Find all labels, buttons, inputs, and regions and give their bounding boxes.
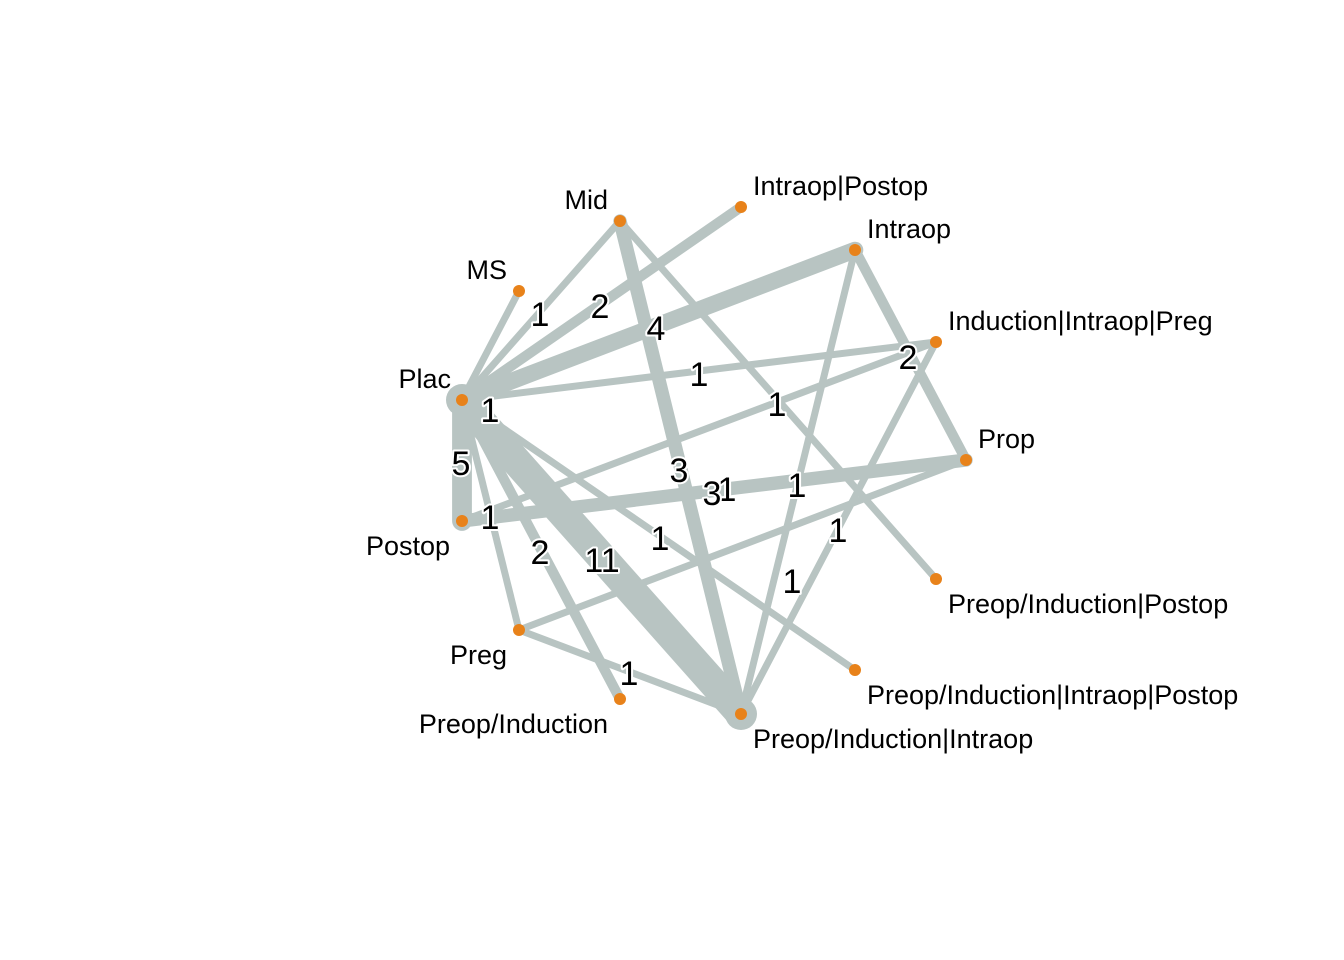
node-pre_ind_post [930, 573, 942, 585]
edge-count-halo-intraop-prop: 2 [899, 339, 918, 377]
edge-count-plac-pre_ind_intra: 11 [584, 542, 619, 580]
edge-count-plac-plac_self_hint: 1 [481, 392, 500, 430]
node-pre_ind_intra [735, 708, 747, 720]
node-label-prop: Prop [978, 424, 1035, 454]
node-prop [960, 454, 972, 466]
edge-plac-intraop_postop [456, 201, 747, 406]
edge-count-plac-ms: 1 [531, 296, 550, 334]
edge-count-postop-prop: 3 [703, 475, 722, 513]
edge-count-mid-pre_ind_intra: 3 [670, 452, 689, 490]
edge-count-halo-postop-prop: 3 [703, 475, 722, 513]
node-label-intraop: Intraop [867, 214, 951, 244]
edge-ind_intra_preg-pre_ind_intra [737, 338, 940, 718]
edge-count-halo-plac-pre_ind_intra: 11 [584, 542, 619, 580]
node-postop [456, 515, 468, 527]
node-label-pre_ind: Preop/Induction [419, 709, 608, 739]
edge-count-halo-ind_intra_preg-postop: 1 [718, 471, 737, 509]
node-label-pre_ind_intra: Preop/Induction|Intraop [753, 724, 1033, 754]
node-intraop [849, 244, 861, 256]
node-mid [614, 215, 626, 227]
edge-plac-mid [458, 217, 624, 404]
edge-count-halo-mid-pre_ind_intra: 3 [670, 452, 689, 490]
edge-count-plac-intraop: 4 [647, 310, 666, 348]
node-ind_intra_preg [930, 336, 942, 348]
edge-ind_intra_preg-postop [458, 338, 940, 525]
edge-layer [447, 201, 973, 729]
node-pre_ind_intra_post [849, 664, 861, 676]
edge-plac-ind_intra_preg [458, 338, 940, 404]
edge-count-halo-plac-ind_intra_preg: 1 [690, 356, 709, 394]
edge-preg-pre_ind_intra [515, 626, 745, 718]
edge-count-halo-intraop-pre_ind_intra: 1 [788, 467, 807, 505]
node-label-postop: Postop [366, 531, 450, 561]
edge-count-intraop-prop: 2 [899, 339, 918, 377]
node-label-preg: Preg [450, 640, 507, 670]
edge-count-intraop-pre_ind_intra: 1 [788, 467, 807, 505]
edge-postop-prop [455, 453, 973, 528]
edge-count-halo-preg-pre_ind_intra: 1 [620, 655, 639, 693]
node-label-mid: Mid [564, 185, 608, 215]
node-ms [513, 285, 525, 297]
edge-count-halo-plac-pre_ind_intra_post: 1 [651, 520, 670, 558]
edge-count-halo-plac-postop: 5 [452, 445, 471, 483]
edge-count-plac-preg: 1 [481, 499, 500, 537]
edge-count-halo-mid-pre_ind_post: 1 [768, 386, 787, 424]
edge-plac-pre_ind_intra [447, 385, 756, 729]
edge-count-halo-plac-intraop: 4 [647, 310, 666, 348]
edge-count-halo-ind_intra_preg-pre_ind_intra: 1 [829, 512, 848, 550]
edge-count-ind_intra_preg-postop: 1 [718, 471, 737, 509]
node-label-layer: Plac MS Mid Intraop|Postop Intraop Induction|… [366, 171, 1238, 754]
node-label-plac: Plac [398, 364, 451, 394]
edge-count-mid-pre_ind_post: 1 [768, 386, 787, 424]
edge-prop-preg [515, 456, 970, 634]
edge-count-ind_intra_preg-pre_ind_intra: 1 [829, 512, 848, 550]
edge-count-halo-plac-intraop_postop: 2 [591, 288, 610, 326]
edge-count-plac-pre_ind_intra_post: 1 [651, 520, 670, 558]
node-label-pre_ind_intra_post: Preop/Induction|Intraop|Postop [867, 680, 1238, 710]
edge-count-halo-prop-preg: 1 [783, 563, 802, 601]
edge-plac-intraop [453, 241, 864, 409]
node-pre_ind [614, 693, 626, 705]
edge-count-halo-plac-ms: 1 [531, 296, 550, 334]
edge-plac-ms [458, 287, 523, 404]
node-label-pre_ind_post: Preop/Induction|Postop [948, 589, 1228, 619]
node-label-ind_intra_preg: Induction|Intraop|Preg [948, 306, 1213, 336]
edge-count-plac-postop: 5 [452, 445, 471, 483]
node-label-intraop_postop: Intraop|Postop [753, 171, 928, 201]
edge-count-preg-pre_ind_intra: 1 [620, 655, 639, 693]
edge-count-halo-plac-preg: 1 [481, 499, 500, 537]
edge-count-halo-plac-plac_self_hint: 1 [481, 392, 500, 430]
node-plac [456, 394, 468, 406]
node-label-ms: MS [467, 255, 508, 285]
edge-count-plac-pre_ind: 2 [531, 534, 550, 572]
node-preg [513, 624, 525, 636]
node-intraop_postop [735, 201, 747, 213]
edge-count-plac-ind_intra_preg: 1 [690, 356, 709, 394]
edge-count-halo-plac-pre_ind: 2 [531, 534, 550, 572]
edge-count-prop-preg: 1 [783, 563, 802, 601]
edge-mid-pre_ind_intra [613, 214, 748, 721]
edge-count-plac-intraop_postop: 2 [591, 288, 610, 326]
node-layer [446, 201, 972, 730]
